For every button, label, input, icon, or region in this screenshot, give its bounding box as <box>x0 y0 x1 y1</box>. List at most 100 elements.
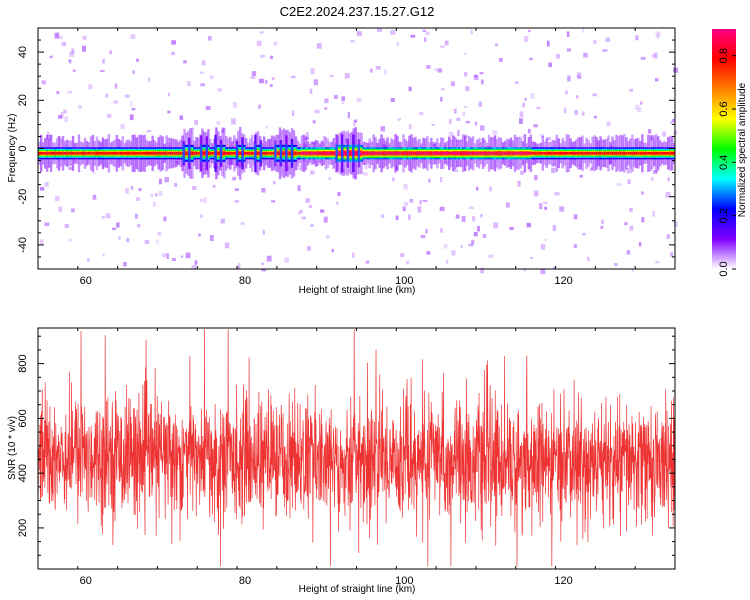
heatmap-band-cell <box>428 151 431 155</box>
heatmap-noise-cell <box>593 115 597 119</box>
heatmap-noise-cell <box>329 74 334 78</box>
heatmap-noise-cell <box>259 31 264 34</box>
heatmap-noise-cell <box>476 186 479 191</box>
heatmap-noise-cell <box>63 109 67 114</box>
heatmap-noise-cell <box>207 35 212 41</box>
heatmap-noise-cell <box>437 68 443 73</box>
heatmap-pulse-core <box>260 144 262 163</box>
heatmap-band-cell <box>266 151 270 155</box>
heatmap-noise-cell <box>232 102 237 108</box>
colorbar-tick-label: 0.0 <box>718 261 730 276</box>
heatmap-noise-cell <box>553 266 556 270</box>
heatmap-band-cell <box>487 151 491 155</box>
heatmap-noise-cell <box>201 60 206 66</box>
heatmap-noise-cell <box>519 111 524 118</box>
heatmap-noise-cell <box>303 143 308 149</box>
heatmap-band-cell <box>121 151 124 155</box>
heatmap-noise-cell <box>523 36 529 43</box>
heatmap-band-cell <box>434 151 437 155</box>
heatmap-noise-cell <box>457 130 460 137</box>
heatmap-noise-cell <box>102 253 105 257</box>
heatmap-band-cell <box>643 151 646 155</box>
heatmap-band-cell <box>625 151 628 155</box>
spectrogram-heatmap <box>38 28 679 275</box>
heatmap-noise-cell <box>410 34 416 38</box>
heatmap-band-cell <box>75 151 79 155</box>
heatmap-noise-cell <box>116 222 120 228</box>
spectrogram-x-ticks: 60 80 100 120 <box>37 28 676 287</box>
heatmap-noise-cell <box>606 121 611 127</box>
heatmap-noise-cell <box>353 123 356 126</box>
heatmap-pulse-core <box>214 144 217 163</box>
heatmap-noise-cell <box>629 225 634 231</box>
heatmap-band-cell <box>55 151 59 155</box>
snr-panel: 60 80 100 120 200 400 600 800 Height of straig… <box>7 327 676 595</box>
heatmap-noise-cell <box>105 213 111 219</box>
heatmap-noise-cell <box>536 106 541 110</box>
heatmap-noise-cell <box>251 71 257 77</box>
heatmap-noise-cell <box>629 88 634 92</box>
heatmap-band-cell <box>462 151 465 155</box>
heatmap-noise-cell <box>439 228 443 233</box>
heatmap-band-cell <box>223 151 226 156</box>
heatmap-noise-cell <box>260 54 265 58</box>
heatmap-noise-cell <box>47 131 50 137</box>
heatmap-band-cell <box>551 151 554 155</box>
x-tick-label: 100 <box>395 575 413 587</box>
heatmap-noise-cell <box>310 224 314 227</box>
heatmap-band-cell <box>509 151 513 155</box>
heatmap-noise-cell <box>69 238 72 242</box>
heatmap-noise-cell <box>365 260 370 264</box>
heatmap-noise-cell <box>482 234 487 239</box>
snr-y-ticks: 200 400 600 800 <box>17 335 675 570</box>
heatmap-band-cell <box>479 151 483 155</box>
heatmap-band-cell <box>581 151 584 155</box>
heatmap-pulse-core <box>182 144 185 163</box>
heatmap-noise-cell <box>92 194 97 200</box>
heatmap-noise-cell <box>478 142 482 148</box>
heatmap-band-cell <box>432 151 435 155</box>
heatmap-noise-cell <box>651 54 656 58</box>
heatmap-pulse-core <box>254 144 257 163</box>
heatmap-band-cell <box>553 151 556 155</box>
heatmap-noise-cell <box>573 244 577 248</box>
heatmap-noise-cell <box>567 75 571 82</box>
heatmap-noise-cell <box>105 93 109 98</box>
heatmap-band-cell <box>245 151 248 155</box>
heatmap-band-cell <box>137 151 140 155</box>
heatmap-noise-cell <box>601 219 604 225</box>
heatmap-band-cell <box>286 151 290 156</box>
heatmap-band-cell <box>599 151 602 155</box>
heatmap-noise-cell <box>554 192 560 196</box>
heatmap-band-cell <box>485 151 489 155</box>
heatmap-noise-cell <box>82 45 86 52</box>
heatmap-band-cell <box>131 151 134 155</box>
heatmap-noise-cell <box>322 135 326 142</box>
heatmap-band-cell <box>211 151 214 155</box>
heatmap-noise-cell <box>589 167 593 171</box>
heatmap-noise-cell <box>566 48 571 52</box>
heatmap-band-cell <box>410 151 413 155</box>
heatmap-noise-cell <box>291 75 296 79</box>
heatmap-band-cell <box>527 151 531 155</box>
heatmap-noise-cell <box>602 49 608 52</box>
heatmap-noise-cell <box>670 121 673 125</box>
heatmap-noise-cell <box>204 197 207 203</box>
heatmap-band-cell <box>593 151 596 155</box>
heatmap-band-cell <box>179 151 182 155</box>
heatmap-band-cell <box>376 151 379 155</box>
heatmap-band-cell <box>217 151 220 156</box>
heatmap-band-cell <box>420 151 423 155</box>
heatmap-band-cell <box>314 151 318 155</box>
heatmap-noise-cell <box>574 110 578 115</box>
heatmap-band-cell <box>366 151 369 155</box>
heatmap-noise-cell <box>186 251 189 254</box>
x-tick-label: 100 <box>395 275 413 287</box>
heatmap-noise-cell <box>156 239 159 244</box>
heatmap-noise-cell <box>480 79 484 85</box>
heatmap-noise-cell <box>406 260 410 265</box>
heatmap-band-cell <box>231 151 234 155</box>
heatmap-noise-cell <box>173 183 178 187</box>
heatmap-band-cell <box>63 151 67 155</box>
